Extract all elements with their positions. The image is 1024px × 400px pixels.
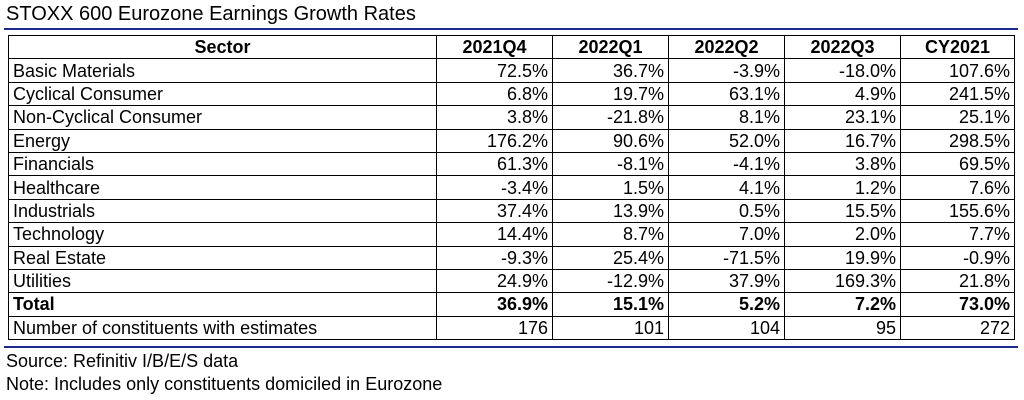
table-cell: 298.5%	[900, 128, 1015, 153]
table-cell: 241.5%	[900, 81, 1015, 107]
table-cell: 3.8%	[784, 151, 901, 177]
table-cell: 104	[668, 315, 785, 341]
table-cell: 15.1%	[552, 292, 669, 317]
bottom-rule	[4, 346, 1018, 348]
table-cell: Total	[8, 292, 437, 317]
table-cell: 24.9%	[436, 268, 553, 294]
footnote: Note: Includes only constituents domicil…	[6, 374, 443, 394]
table-cell: 176	[436, 315, 553, 341]
sector-name: Utilities	[8, 268, 437, 294]
column-header: Sector	[8, 34, 437, 60]
table-row: Non-Cyclical Consumer 3.8% -21.8% 8.1% 23.1%…	[8, 105, 1015, 130]
table-cell: 19.7%	[552, 81, 669, 107]
table-cell: -3.9%	[668, 58, 785, 83]
table-cell: 25.4%	[552, 245, 669, 270]
table-cell: 13.9%	[552, 198, 669, 224]
table-row: Healthcare -3.4% 1.5% 4.1% 1.2% 7.6%	[8, 175, 1015, 200]
sector-name: Healthcare	[8, 175, 437, 200]
table-cell: 7.7%	[900, 222, 1015, 247]
table-cell: 52.0%	[668, 128, 785, 153]
table-cell: 90.6%	[552, 128, 669, 153]
sector-name: Real Estate	[8, 245, 437, 270]
table-cell: Number of constituents with estimates	[8, 315, 437, 341]
constituents-row: Number of constituents with estimates 17…	[8, 315, 1015, 341]
table-cell: -4.1%	[668, 151, 785, 177]
column-header: 2022Q1	[552, 34, 669, 60]
table-row: Utilities 24.9% -12.9% 37.9% 169.3% 21.8%	[8, 268, 1015, 294]
table-cell: 69.5%	[900, 151, 1015, 177]
table-cell: 73.0%	[900, 292, 1015, 317]
page-title: STOXX 600 Eurozone Earnings Growth Rates	[6, 3, 416, 25]
table-cell: -3.4%	[436, 175, 553, 200]
table-cell: -9.3%	[436, 245, 553, 270]
table-cell: 23.1%	[784, 105, 901, 130]
column-header: CY2021	[900, 34, 1015, 60]
sector-name: Financials	[8, 151, 437, 177]
table-cell: 36.9%	[436, 292, 553, 317]
table-cell: 63.1%	[668, 81, 785, 107]
source-note: Source: Refinitiv I/B/E/S data	[6, 351, 239, 371]
table-row: Real Estate -9.3% 25.4% -71.5% 19.9% -0.9%	[8, 245, 1015, 270]
table-body: Basic Materials 72.5% 36.7% -3.9% -18.0% 107.…	[8, 58, 1015, 341]
table-cell: 7.6%	[900, 175, 1015, 200]
table-cell: -71.5%	[668, 245, 785, 270]
table-cell: 37.9%	[668, 268, 785, 294]
sector-name: Energy	[8, 128, 437, 153]
table-cell: 61.3%	[436, 151, 553, 177]
table-cell: 19.9%	[784, 245, 901, 270]
sector-name: Technology	[8, 222, 437, 247]
column-header: 2022Q2	[668, 34, 785, 60]
table-row: Industrials 37.4% 13.9% 0.5% 15.5% 155.6%	[8, 198, 1015, 224]
table-row: Technology 14.4% 8.7% 7.0% 2.0% 7.7%	[8, 222, 1015, 247]
table-cell: 15.5%	[784, 198, 901, 224]
sector-name: Cyclical Consumer	[8, 81, 437, 107]
table-cell: 8.7%	[552, 222, 669, 247]
table-cell: -12.9%	[552, 268, 669, 294]
table-cell: 72.5%	[436, 58, 553, 83]
table-row: Basic Materials 72.5% 36.7% -3.9% -18.0% 107.…	[8, 58, 1015, 83]
table-row: Financials 61.3% -8.1% -4.1% 3.8% 69.5%	[8, 151, 1015, 177]
table-cell: 7.0%	[668, 222, 785, 247]
table-cell: 25.1%	[900, 105, 1015, 130]
table-row: Energy 176.2% 90.6% 52.0% 16.7% 298.5%	[8, 128, 1015, 153]
table-cell: -8.1%	[552, 151, 669, 177]
table-cell: 176.2%	[436, 128, 553, 153]
table-cell: 169.3%	[784, 268, 901, 294]
table-cell: 107.6%	[900, 58, 1015, 83]
table-cell: 6.8%	[436, 81, 553, 107]
table-cell: 21.8%	[900, 268, 1015, 294]
table-cell: 101	[552, 315, 669, 341]
sector-name: Basic Materials	[8, 58, 437, 83]
table-cell: -21.8%	[552, 105, 669, 130]
header-row: Sector 2021Q4 2022Q1 2022Q2 2022Q3 CY202…	[8, 34, 1015, 60]
table-cell: 2.0%	[784, 222, 901, 247]
table-cell: -0.9%	[900, 245, 1015, 270]
table-cell: 155.6%	[900, 198, 1015, 224]
column-header: 2021Q4	[436, 34, 553, 60]
table-cell: 7.2%	[784, 292, 901, 317]
column-header: 2022Q3	[784, 34, 901, 60]
table-row: Cyclical Consumer 6.8% 19.7% 63.1% 4.9% 241.5…	[8, 81, 1015, 107]
table-cell: 36.7%	[552, 58, 669, 83]
table-cell: 8.1%	[668, 105, 785, 130]
table-cell: 4.1%	[668, 175, 785, 200]
table-cell: 37.4%	[436, 198, 553, 224]
sector-name: Industrials	[8, 198, 437, 224]
table-cell: 14.4%	[436, 222, 553, 247]
table-cell: 1.5%	[552, 175, 669, 200]
table-cell: -18.0%	[784, 58, 901, 83]
sector-name: Non-Cyclical Consumer	[8, 105, 437, 130]
table-cell: 5.2%	[668, 292, 785, 317]
table-cell: 272	[900, 315, 1015, 341]
total-row: Total 36.9% 15.1% 5.2% 7.2% 73.0%	[8, 292, 1015, 317]
earnings-growth-table: Sector 2021Q4 2022Q1 2022Q2 2022Q3 CY202…	[8, 34, 1015, 341]
table-cell: 95	[784, 315, 901, 341]
top-rule	[4, 28, 1018, 30]
table-cell: 0.5%	[668, 198, 785, 224]
table-cell: 4.9%	[784, 81, 901, 107]
table-cell: 16.7%	[784, 128, 901, 153]
table-cell: 1.2%	[784, 175, 901, 200]
table-cell: 3.8%	[436, 105, 553, 130]
